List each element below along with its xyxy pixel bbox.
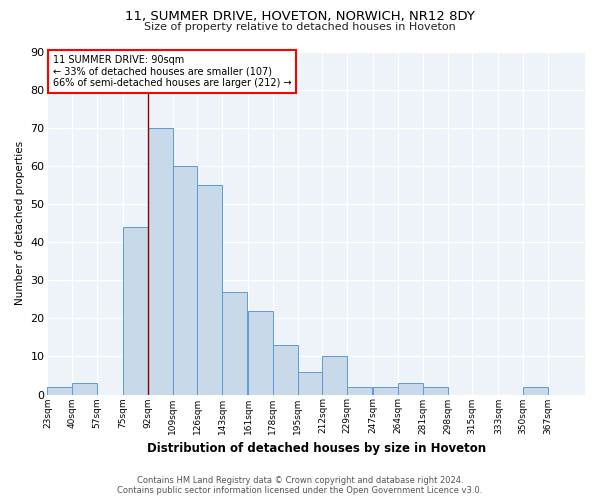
Bar xyxy=(148,128,173,394)
Bar xyxy=(298,372,322,394)
Bar xyxy=(322,356,347,395)
Bar xyxy=(248,310,273,394)
Bar xyxy=(173,166,197,394)
Bar xyxy=(523,387,548,394)
Text: Size of property relative to detached houses in Hoveton: Size of property relative to detached ho… xyxy=(144,22,456,32)
Text: 11, SUMMER DRIVE, HOVETON, NORWICH, NR12 8DY: 11, SUMMER DRIVE, HOVETON, NORWICH, NR12… xyxy=(125,10,475,23)
Y-axis label: Number of detached properties: Number of detached properties xyxy=(15,141,25,305)
Bar xyxy=(398,383,423,394)
Bar xyxy=(47,387,72,394)
Bar xyxy=(123,227,148,394)
Bar xyxy=(273,345,298,395)
Text: 11 SUMMER DRIVE: 90sqm
← 33% of detached houses are smaller (107)
66% of semi-de: 11 SUMMER DRIVE: 90sqm ← 33% of detached… xyxy=(53,55,292,88)
Bar xyxy=(72,383,97,394)
Text: Contains HM Land Registry data © Crown copyright and database right 2024.
Contai: Contains HM Land Registry data © Crown c… xyxy=(118,476,482,495)
Bar xyxy=(373,387,398,394)
X-axis label: Distribution of detached houses by size in Hoveton: Distribution of detached houses by size … xyxy=(146,442,486,455)
Bar xyxy=(423,387,448,394)
Bar xyxy=(347,387,372,394)
Bar xyxy=(222,292,247,395)
Bar xyxy=(197,185,222,394)
